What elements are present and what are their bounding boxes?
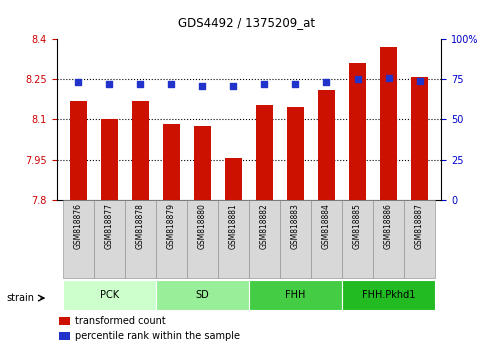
Bar <box>63 200 94 278</box>
Text: GSM818877: GSM818877 <box>105 203 114 249</box>
Text: FHH: FHH <box>285 290 306 300</box>
Bar <box>163 124 180 200</box>
Text: SD: SD <box>196 290 210 300</box>
Text: GSM818879: GSM818879 <box>167 203 176 249</box>
Point <box>353 76 361 82</box>
Point <box>322 80 330 85</box>
Bar <box>59 317 70 325</box>
Bar <box>125 200 156 278</box>
Text: percentile rank within the sample: percentile rank within the sample <box>75 331 240 341</box>
Bar <box>287 107 304 200</box>
Point <box>291 81 299 87</box>
Point <box>230 83 238 88</box>
Bar <box>156 200 187 278</box>
Text: GSM818876: GSM818876 <box>74 203 83 249</box>
Bar <box>225 158 242 200</box>
Text: GSM818886: GSM818886 <box>384 203 393 249</box>
Point <box>137 81 144 87</box>
Text: GSM818884: GSM818884 <box>322 203 331 249</box>
Text: GSM818880: GSM818880 <box>198 203 207 249</box>
Bar <box>101 120 118 200</box>
Point <box>385 75 392 80</box>
Bar <box>63 280 156 310</box>
Text: GSM818883: GSM818883 <box>291 203 300 249</box>
Bar <box>194 126 211 200</box>
Point <box>168 81 176 87</box>
Text: GSM818878: GSM818878 <box>136 203 145 249</box>
Bar <box>94 200 125 278</box>
Bar <box>404 200 435 278</box>
Bar <box>249 200 280 278</box>
Bar <box>380 47 397 200</box>
Text: GDS4492 / 1375209_at: GDS4492 / 1375209_at <box>178 16 315 29</box>
Bar <box>373 200 404 278</box>
Point <box>106 81 113 87</box>
Bar <box>342 280 435 310</box>
Bar <box>311 200 342 278</box>
Point <box>74 80 82 85</box>
Text: GSM818881: GSM818881 <box>229 203 238 249</box>
Point <box>199 83 207 88</box>
Text: FHH.Pkhd1: FHH.Pkhd1 <box>362 290 415 300</box>
Bar <box>156 280 249 310</box>
Bar <box>280 200 311 278</box>
Bar <box>249 280 342 310</box>
Bar <box>342 200 373 278</box>
Bar <box>59 332 70 340</box>
Text: strain: strain <box>6 293 34 303</box>
Bar <box>411 76 428 200</box>
Text: GSM818887: GSM818887 <box>415 203 424 249</box>
Point <box>260 81 268 87</box>
Text: PCK: PCK <box>100 290 119 300</box>
Bar <box>132 101 149 200</box>
Text: transformed count: transformed count <box>75 316 166 326</box>
Bar <box>318 90 335 200</box>
Text: GSM818882: GSM818882 <box>260 203 269 249</box>
Bar <box>349 63 366 200</box>
Bar <box>187 200 218 278</box>
Text: GSM818885: GSM818885 <box>353 203 362 249</box>
Bar <box>70 101 87 200</box>
Bar <box>256 105 273 200</box>
Bar <box>218 200 249 278</box>
Point <box>416 78 423 84</box>
